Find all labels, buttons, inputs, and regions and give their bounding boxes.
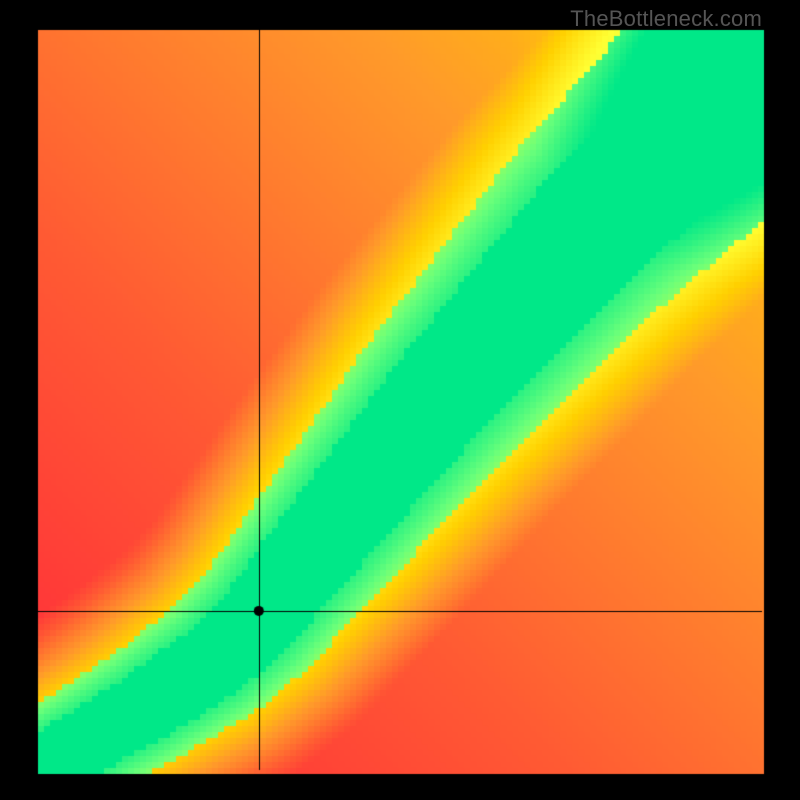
watermark-text: TheBottleneck.com [570, 6, 762, 32]
bottleneck-heatmap [0, 0, 800, 800]
chart-container: TheBottleneck.com [0, 0, 800, 800]
